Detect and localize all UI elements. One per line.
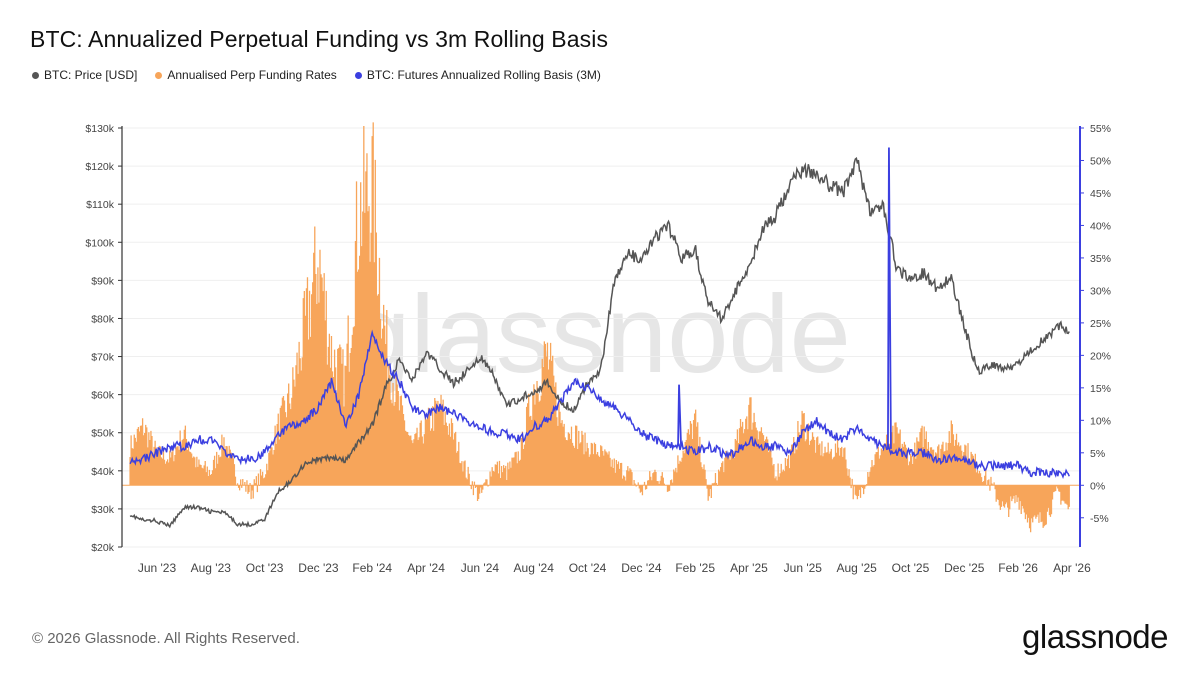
y-left-tick-label: $130k	[85, 123, 114, 135]
x-tick-label: Oct '24	[569, 561, 607, 575]
y-right-tick-label: 30%	[1090, 285, 1111, 297]
legend-label-basis: BTC: Futures Annualized Rolling Basis (3…	[366, 68, 601, 82]
y-left-tick-label: $20k	[91, 542, 115, 554]
x-tick-label: Oct '23	[246, 561, 284, 575]
x-tick-label: Aug '25	[836, 561, 877, 575]
funding-area	[129, 122, 1070, 533]
y-left-tick-label: $80k	[91, 313, 115, 325]
axes	[118, 126, 1084, 548]
y-left-tick-label: $30k	[91, 504, 115, 516]
y-right-tick-label: 15%	[1090, 383, 1111, 395]
y-left-tick-label: $110k	[86, 199, 115, 211]
tick-labels: $20k $30k $40k $50k $60k $70k $80k $90k $100k $11…	[85, 123, 1111, 575]
watermark: glassnode	[349, 273, 851, 396]
x-tick-label: Oct '25	[892, 561, 930, 575]
y-right-tick-label: 25%	[1090, 318, 1111, 330]
x-tick-label: Aug '24	[514, 561, 555, 575]
legend-item-price[interactable]: BTC: Price [USD]	[32, 68, 137, 82]
y-left-tick-label: $50k	[91, 428, 115, 440]
chart-title: BTC: Annualized Perpetual Funding vs 3m …	[30, 26, 609, 52]
basis-line	[129, 329, 1070, 480]
x-tick-label: Feb '26	[998, 561, 1038, 575]
legend-label-funding: Annualised Perp Funding Rates	[167, 68, 337, 82]
basis-line-layer	[129, 147, 1070, 480]
y-left-tick-label: $120k	[85, 161, 114, 173]
y-left-tick-label: $100k	[85, 237, 114, 249]
y-right-tick-label: 50%	[1090, 155, 1111, 167]
y-left-tick-label: $90k	[91, 275, 115, 287]
x-tick-label: Dec '24	[621, 561, 662, 575]
legend-dot-basis	[354, 71, 362, 79]
legend: BTC: Price [USD] Annualised Perp Funding…	[32, 68, 601, 82]
y-right-tick-label: 10%	[1090, 415, 1111, 427]
y-right-tick-label: 0%	[1090, 480, 1105, 492]
x-tick-label: Jun '25	[784, 561, 823, 575]
y-right-tick-label: 20%	[1090, 350, 1111, 362]
basis-spike	[887, 147, 892, 449]
x-tick-label: Jun '23	[138, 561, 177, 575]
y-right-tick-label: 45%	[1090, 188, 1111, 200]
x-tick-label: Jun '24	[461, 561, 500, 575]
x-tick-label: Feb '24	[352, 561, 392, 575]
x-tick-label: Aug '23	[191, 561, 232, 575]
y-left-tick-label: $60k	[91, 390, 115, 402]
y-right-tick-label: 35%	[1090, 253, 1111, 265]
basis-spike	[677, 384, 682, 447]
legend-dot-funding	[155, 71, 163, 79]
price-line-layer	[129, 157, 1070, 529]
legend-dot-price	[32, 71, 39, 79]
x-tick-label: Dec '25	[944, 561, 985, 575]
y-left-tick-label: $70k	[91, 352, 115, 364]
legend-label-price: BTC: Price [USD]	[44, 68, 138, 82]
x-tick-label: Apr '26	[1053, 561, 1091, 575]
x-tick-label: Dec '23	[298, 561, 339, 575]
x-tick-label: Apr '25	[730, 561, 768, 575]
legend-item-basis[interactable]: BTC: Futures Annualized Rolling Basis (3…	[354, 68, 601, 82]
x-tick-label: Apr '24	[407, 561, 445, 575]
x-tick-label: Feb '25	[675, 561, 715, 575]
y-right-tick-label: 5%	[1090, 448, 1105, 460]
funding-area-layer	[122, 122, 1080, 533]
copyright-footer: © 2026 Glassnode. All Rights Reserved.	[32, 630, 300, 647]
y-left-tick-label: $40k	[91, 466, 115, 478]
y-right-tick-label: 55%	[1090, 123, 1111, 135]
price-line	[129, 157, 1070, 529]
y-right-tick-label: -5%	[1090, 513, 1109, 525]
y-right-tick-label: 40%	[1090, 220, 1111, 232]
legend-item-funding[interactable]: Annualised Perp Funding Rates	[155, 68, 337, 82]
glassnode-logo: glassnode	[1022, 618, 1168, 655]
